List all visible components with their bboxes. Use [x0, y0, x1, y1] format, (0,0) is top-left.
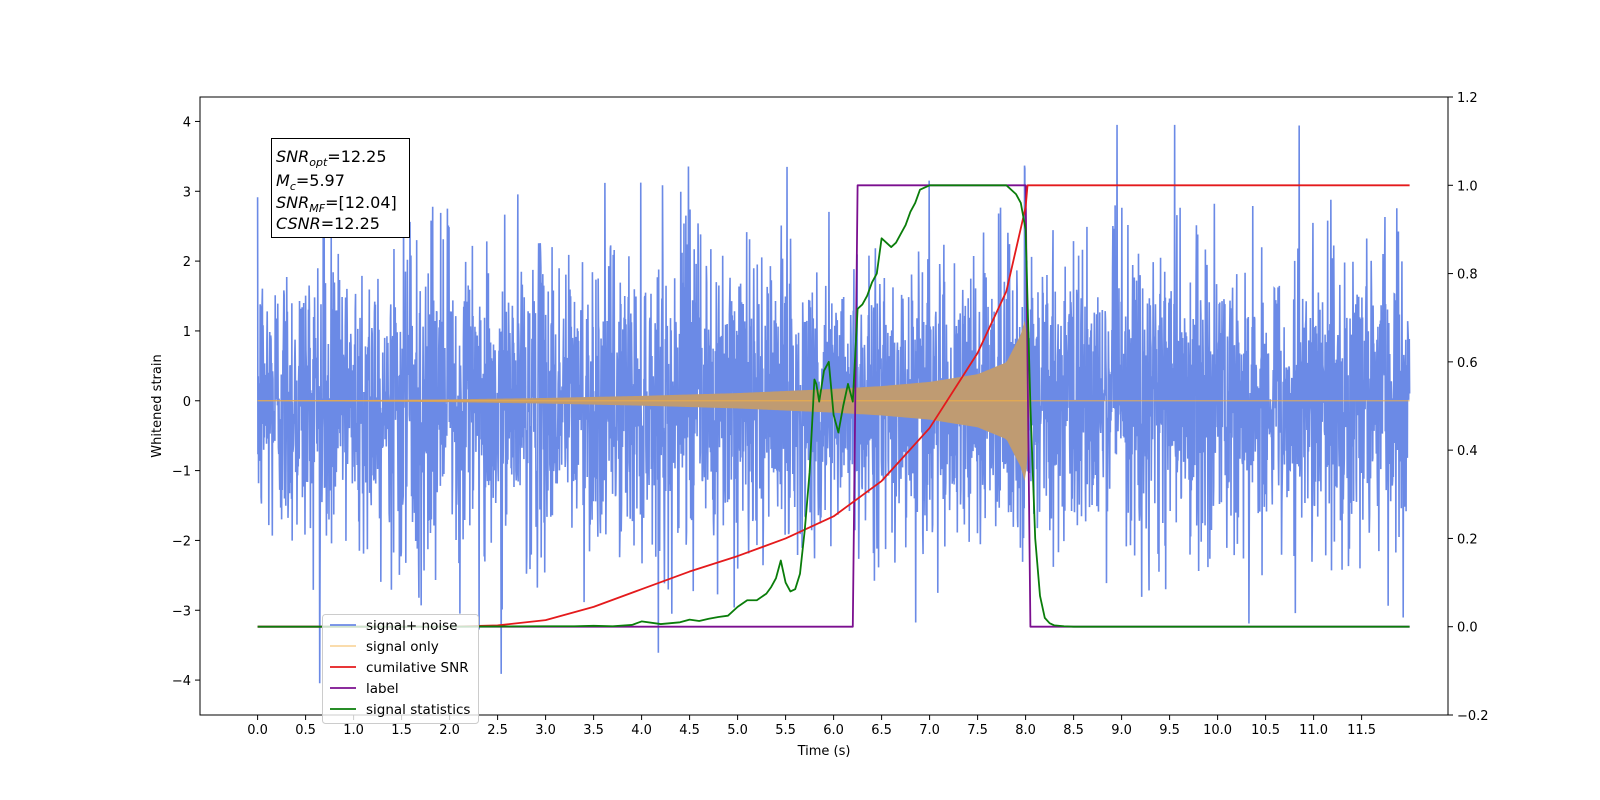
x-tick-label: 1.0	[343, 723, 364, 738]
x-tick-label: 10.0	[1203, 723, 1232, 738]
x-tick-label: 11.0	[1299, 723, 1328, 738]
y-tick-label-left: 0	[183, 395, 191, 410]
y-tick-label-left: −1	[172, 465, 191, 480]
y-tick-label-left: 1	[183, 325, 191, 340]
plot-frame	[199, 96, 1449, 716]
legend-entry: label	[366, 681, 399, 697]
annotation-box: SNRopt=12.25 Mc=5.97 SNRMF=[12.04] CSNR=…	[271, 138, 410, 238]
legend-entry: signal statistics	[366, 702, 470, 718]
x-tick-label: 2.0	[439, 723, 460, 738]
y-axis-right: 1.2 1.0 0.8 0.6 0.4 0.2 0.0 −0.2	[1448, 91, 1489, 724]
y-tick-label-right: 0.4	[1457, 444, 1478, 459]
x-tick-label: 4.5	[679, 723, 700, 738]
x-tick-label: 8.5	[1063, 723, 1084, 738]
x-tick-label: 0.0	[247, 723, 268, 738]
x-tick-label: 6.5	[871, 723, 892, 738]
x-tick-label: 5.5	[775, 723, 796, 738]
legend: signal+ noise signal only cumilative SNR la…	[322, 614, 479, 724]
x-tick-label: 8.0	[1015, 723, 1036, 738]
x-tick-label: 6.0	[823, 723, 844, 738]
x-tick-label: 5.0	[727, 723, 748, 738]
x-tick-label: 7.5	[967, 723, 988, 738]
legend-entry: cumilative SNR	[366, 660, 469, 676]
x-tick-label: 2.5	[487, 723, 508, 738]
y-tick-label-left: 2	[183, 255, 191, 270]
annotation-csnr: CSNR=12.25	[276, 214, 380, 233]
x-tick-label: 3.5	[583, 723, 604, 738]
x-tick-label: 1.5	[391, 723, 412, 738]
annotation-snr-opt: SNRopt=12.25	[276, 147, 387, 169]
y-tick-label-left: 4	[183, 115, 191, 130]
y-tick-label-left: −4	[172, 674, 191, 689]
y-tick-label-left: −2	[172, 534, 191, 549]
x-tick-label: 10.5	[1251, 723, 1280, 738]
y-tick-label-right: 1.2	[1457, 91, 1478, 106]
legend-entry: signal only	[366, 639, 439, 655]
series-cumulative-snr	[257, 184, 1410, 628]
x-tick-label: 11.5	[1347, 723, 1376, 738]
x-tick-label: 4.0	[631, 723, 652, 738]
x-tick-label: 7.0	[919, 723, 940, 738]
y-tick-label-right: 0.2	[1457, 532, 1478, 547]
plot-area	[256, 124, 1411, 684]
annotation-snr-mf: SNRMF=[12.04]	[276, 193, 397, 215]
y-tick-label-right: −0.2	[1457, 709, 1489, 724]
legend-entry: signal+ noise	[366, 618, 457, 634]
y-tick-label-right: 0.8	[1457, 268, 1478, 283]
x-tick-label: 9.0	[1111, 723, 1132, 738]
y-tick-label-right: 1.0	[1457, 179, 1478, 194]
y-axis-label: Whitened strain	[150, 354, 165, 457]
x-tick-label: 0.5	[295, 723, 316, 738]
x-tick-label: 3.0	[535, 723, 556, 738]
y-tick-label-left: −3	[172, 604, 191, 619]
series-signal-statistics	[257, 184, 1410, 628]
y-tick-label-right: 0.0	[1457, 621, 1478, 636]
x-tick-label: 9.5	[1159, 723, 1180, 738]
y-axis-left: 4 3 2 1 0 −1 −2 −3 −4	[172, 115, 200, 689]
x-axis-label: Time (s)	[797, 744, 851, 759]
x-axis: 0.0 0.5 1.0 1.5 2.0 2.5 3.0 3.5 4.0 4.5 5.0 5.5 6.0 6…	[247, 715, 1376, 738]
annotation-mc: Mc=5.97	[276, 171, 345, 193]
y-tick-label-right: 0.6	[1457, 356, 1478, 371]
y-tick-label-left: 3	[183, 185, 191, 200]
